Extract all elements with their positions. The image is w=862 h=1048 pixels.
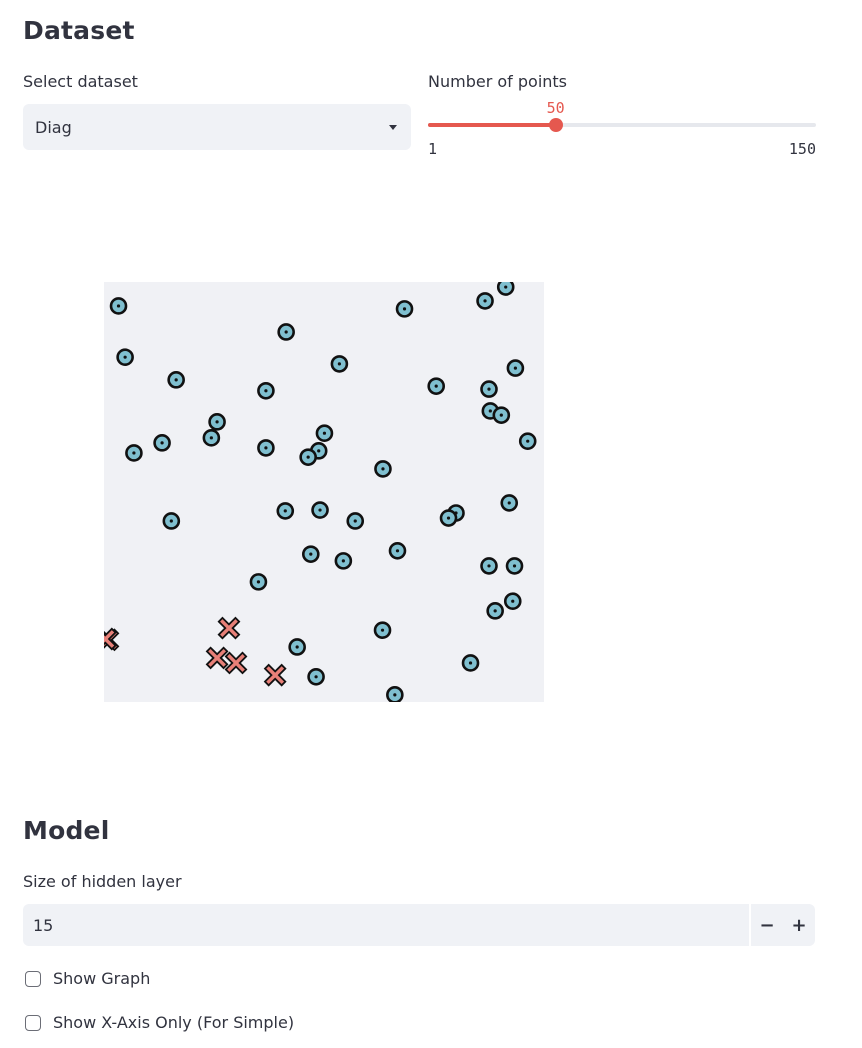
scatter-point-circle <box>116 348 134 366</box>
scatter-point-circle <box>302 545 320 563</box>
scatter-point-circle <box>480 380 498 398</box>
scatter-point-circle <box>373 621 392 639</box>
scatter-point-circle <box>388 541 407 560</box>
hidden-layer-value[interactable]: 15 <box>33 915 54 935</box>
scatter-point-cross <box>104 627 117 651</box>
scatter-point-circle <box>153 434 171 452</box>
checkbox-icon[interactable] <box>25 1014 41 1031</box>
scatter-point-cross <box>205 646 229 670</box>
show-x-axis-label: Show X-Axis Only (For Simple) <box>53 1013 295 1032</box>
scatter-point-cross <box>217 616 241 640</box>
hidden-layer-label: Size of hidden layer <box>23 872 182 891</box>
show-graph-label: Show Graph <box>53 969 151 988</box>
scatter-point-circle <box>299 448 317 466</box>
show-graph-checkbox[interactable]: Show Graph <box>25 969 150 988</box>
scatter-point-circle <box>480 557 498 575</box>
dataset-select[interactable]: Diag <box>23 104 411 150</box>
scatter-point-circle <box>307 667 325 686</box>
points-slider[interactable]: 50 <box>428 99 816 132</box>
scatter-point-circle <box>109 297 128 315</box>
decrement-button[interactable]: − <box>759 914 775 936</box>
scatter-point-circle <box>518 432 537 450</box>
scatter-point-circle <box>374 460 392 478</box>
scatter-point-circle <box>249 573 268 591</box>
scatter-point-circle <box>427 377 446 395</box>
scatter-point-circle <box>167 371 185 389</box>
select-dataset-label: Select dataset <box>23 72 138 91</box>
slider-current-value: 50 <box>546 99 565 117</box>
slider-thumb[interactable] <box>548 118 563 132</box>
scatter-point-circle <box>330 355 349 373</box>
scatter-point-cross <box>263 663 287 687</box>
scatter-point-circle <box>257 381 275 400</box>
scatter-point-circle <box>461 654 480 672</box>
scatter-point-circle <box>500 494 519 512</box>
slider-max-label: 150 <box>788 140 816 158</box>
scatter-point-cross <box>224 651 248 675</box>
scatter-point-circle <box>492 406 511 424</box>
scatter-point-circle <box>346 512 365 530</box>
scatter-point-circle <box>257 439 275 457</box>
model-heading: Model <box>23 816 110 845</box>
scatter-point-circle <box>315 424 334 442</box>
scatter-point-circle <box>311 501 329 519</box>
slider-fill <box>428 123 556 127</box>
scatter-point-circle <box>395 300 414 318</box>
hidden-layer-input[interactable]: 15 − + <box>23 904 815 946</box>
dataset-heading: Dataset <box>23 16 135 45</box>
scatter-point-circle <box>503 592 522 611</box>
scatter-point-circle <box>386 686 404 702</box>
step-divider <box>749 904 751 946</box>
scatter-point-circle <box>277 323 295 341</box>
checkbox-icon[interactable] <box>25 970 41 987</box>
dataset-select-value: Diag <box>35 117 72 137</box>
scatter-point-circle <box>125 444 143 462</box>
scatter-plot <box>104 282 544 702</box>
scatter-point-circle <box>162 512 181 530</box>
number-of-points-label: Number of points <box>428 72 568 91</box>
scatter-point-circle <box>496 282 515 296</box>
scatter-point-circle <box>476 292 494 310</box>
scatter-point-circle <box>202 429 221 447</box>
scatter-point-circle <box>334 552 353 570</box>
show-x-axis-checkbox[interactable]: Show X-Axis Only (For Simple) <box>25 1013 294 1032</box>
chevron-down-icon <box>389 124 397 130</box>
scatter-point-circle <box>486 602 504 620</box>
scatter-point-circle <box>288 638 306 656</box>
scatter-point-circle <box>505 557 524 575</box>
slider-min-label: 1 <box>428 140 438 158</box>
scatter-point-circle <box>276 502 295 520</box>
scatter-point-circle <box>506 359 525 377</box>
increment-button[interactable]: + <box>791 914 807 936</box>
scatter-point-circle <box>208 413 226 431</box>
scatter-point-circle <box>439 509 458 527</box>
